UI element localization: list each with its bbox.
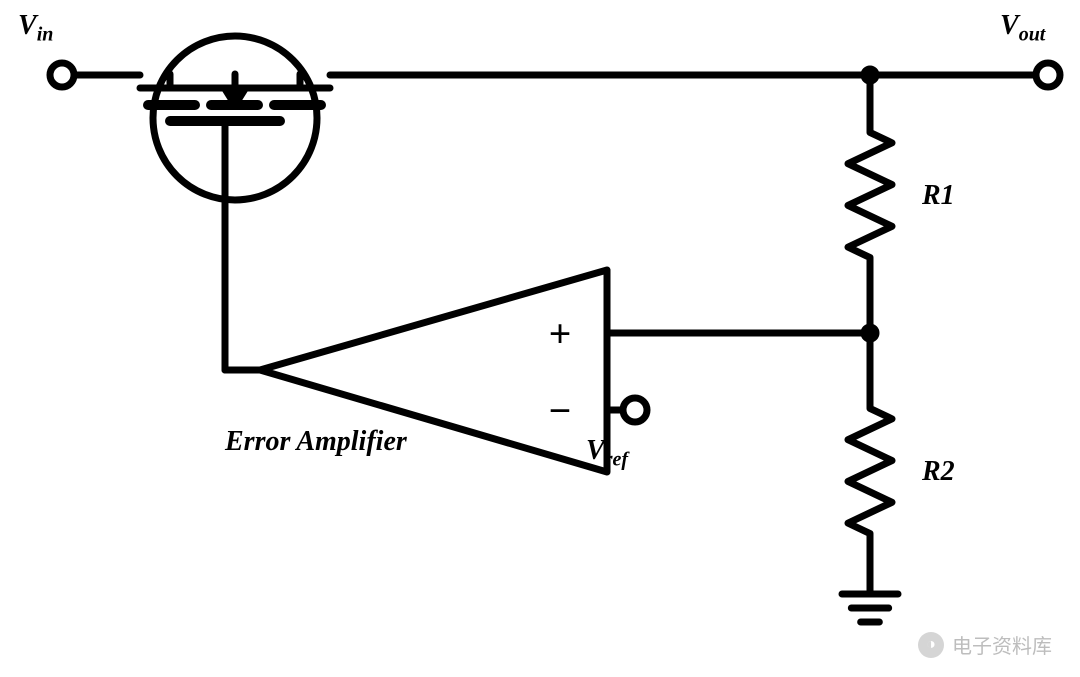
- svg-text:−: −: [549, 388, 572, 433]
- watermark: ◑ 电子资料库: [918, 630, 1052, 659]
- label-r2: R2: [922, 456, 955, 488]
- label-vin: Vin: [18, 10, 53, 47]
- watermark-icon: ◑: [918, 632, 944, 658]
- circuit-canvas: +− Vin Vout Vref R1 R2 Error Amplifier ◑…: [0, 0, 1080, 677]
- label-error-amplifier: Error Amplifier: [225, 426, 407, 458]
- svg-text:+: +: [549, 311, 572, 356]
- schematic-svg: +−: [0, 0, 1080, 677]
- label-r1: R1: [922, 180, 955, 212]
- label-vref: Vref: [586, 435, 628, 472]
- label-vout: Vout: [1000, 10, 1045, 47]
- watermark-text: 电子资料库: [952, 630, 1052, 659]
